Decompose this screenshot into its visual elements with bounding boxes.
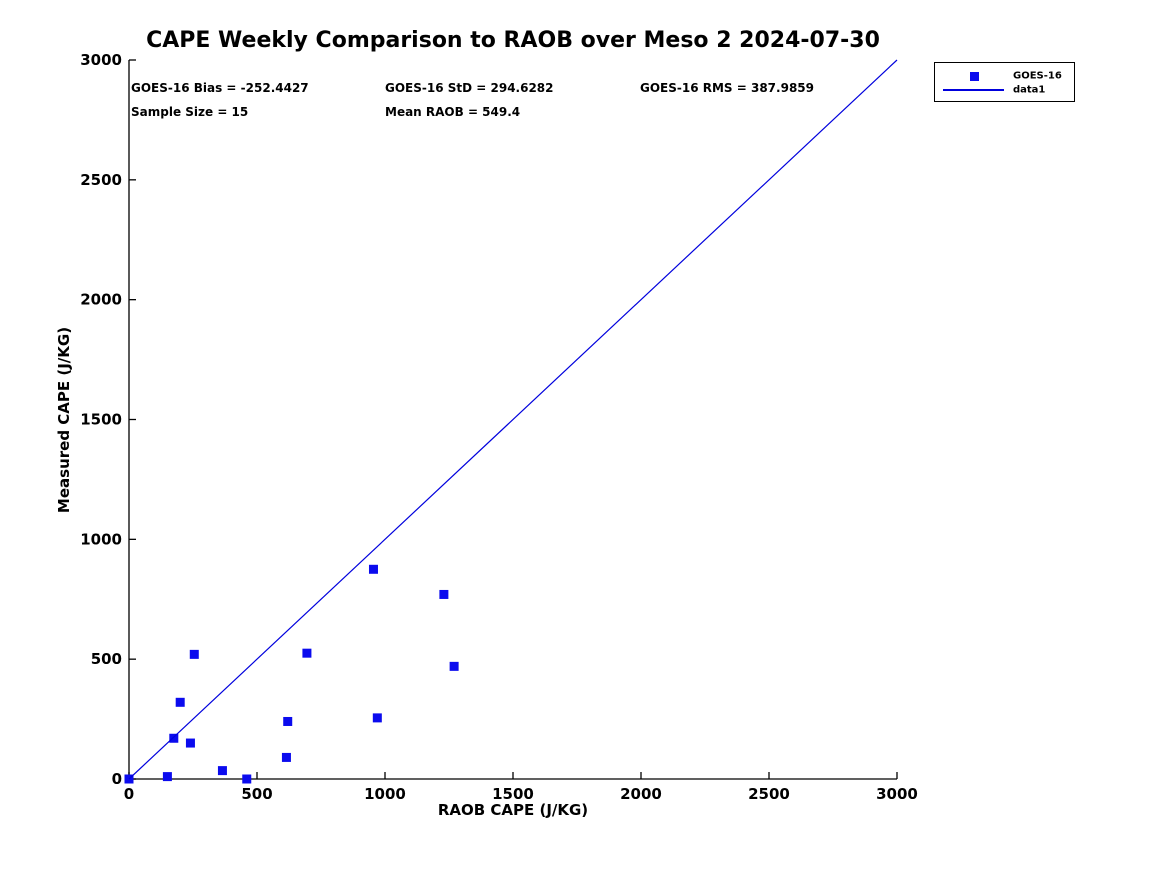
stat-sample-size: Sample Size = 15 xyxy=(131,105,249,119)
stat-std: GOES-16 StD = 294.6282 xyxy=(385,81,554,95)
legend-entry-data1: data1 xyxy=(1013,84,1046,96)
scatter-point xyxy=(302,648,312,658)
legend-entry-goes16: GOES-16 xyxy=(1013,70,1062,82)
scatter-point xyxy=(162,772,172,782)
scatter-point xyxy=(281,752,291,762)
scatter-point xyxy=(449,661,459,671)
scatter-point xyxy=(283,716,293,726)
scatter-point xyxy=(169,733,179,743)
scatter-point xyxy=(189,649,199,659)
y-tick-label: 2000 xyxy=(80,291,122,309)
y-tick-label: 3000 xyxy=(80,51,122,69)
y-tick-label: 2500 xyxy=(80,171,122,189)
stat-bias: GOES-16 Bias = -252.4427 xyxy=(131,81,309,95)
stat-mean-raob: Mean RAOB = 549.4 xyxy=(385,105,521,119)
y-tick-label: 0 xyxy=(112,770,122,788)
x-tick-label: 0 xyxy=(124,785,134,803)
x-tick-label: 2000 xyxy=(620,785,662,803)
y-tick-label: 1500 xyxy=(80,411,122,429)
chart-title: CAPE Weekly Comparison to RAOB over Meso… xyxy=(146,28,880,53)
scatter-point xyxy=(217,766,227,776)
x-tick-label: 500 xyxy=(241,785,272,803)
legend-box: GOES-16 data1 xyxy=(934,62,1075,102)
x-axis-label: RAOB CAPE (J/KG) xyxy=(437,801,589,819)
y-tick-label: 500 xyxy=(91,650,122,668)
x-tick-label: 1000 xyxy=(364,785,406,803)
y-tick-label: 1000 xyxy=(80,530,122,548)
scatter-point xyxy=(175,697,185,707)
scatter-point xyxy=(242,774,252,784)
x-tick-label: 3000 xyxy=(876,785,918,803)
x-tick-label: 2500 xyxy=(748,785,790,803)
scatter-point xyxy=(368,564,378,574)
legend-square-marker-icon xyxy=(970,72,979,81)
scatter-point xyxy=(185,738,195,748)
legend-line-sample-icon xyxy=(943,89,1004,91)
y-axis-label: Measured CAPE (J/KG) xyxy=(55,326,73,514)
scatter-point xyxy=(439,589,449,599)
identity-line xyxy=(128,59,898,780)
stat-rms: GOES-16 RMS = 387.9859 xyxy=(640,81,814,95)
scatter-point xyxy=(372,713,382,723)
x-tick-label: 1500 xyxy=(492,785,534,803)
